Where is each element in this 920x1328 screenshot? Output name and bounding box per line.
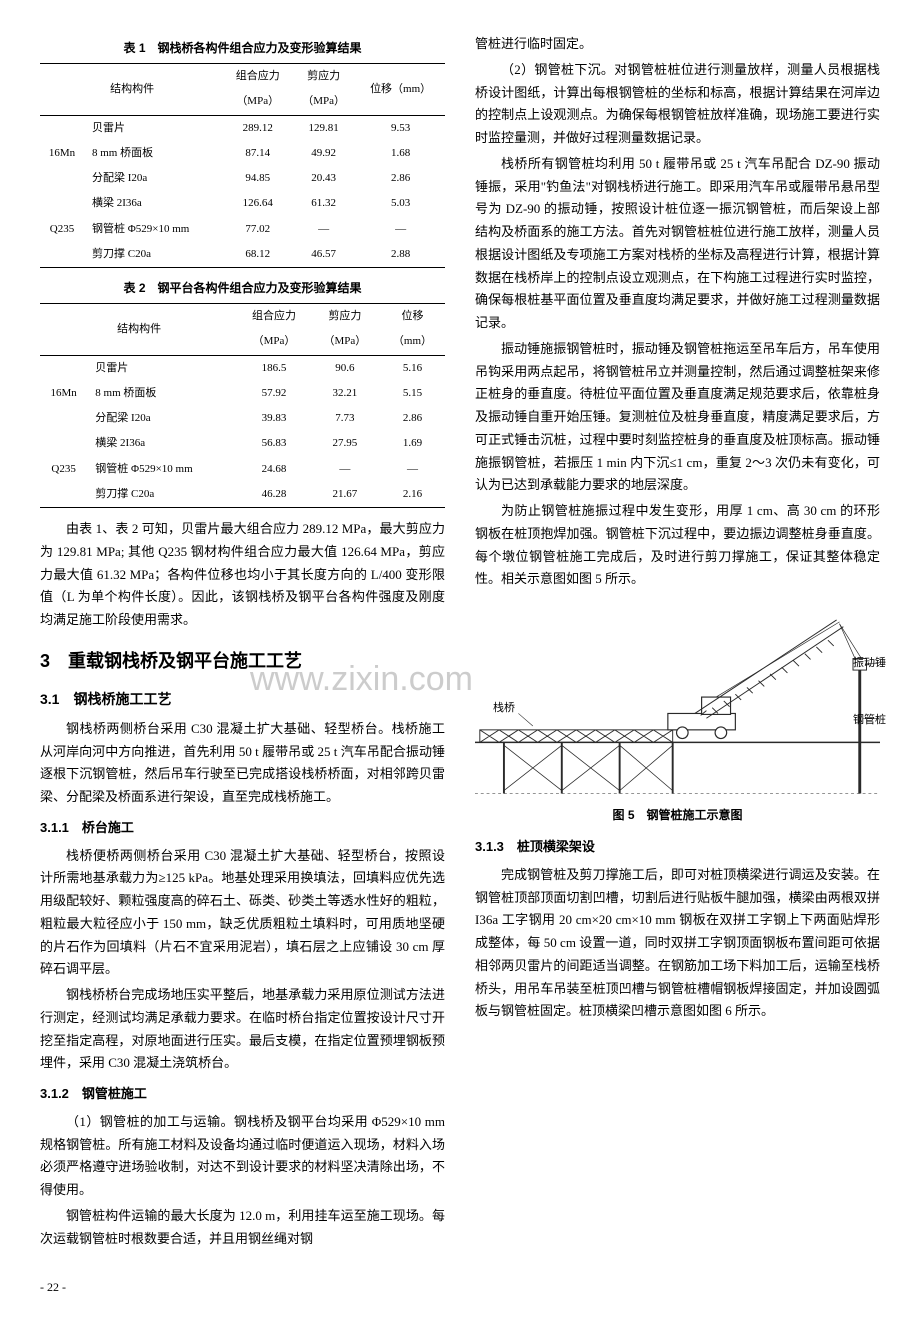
para-r4: 振动锤施振钢管桩时，振动锤及钢管桩拖运至吊车后方，吊车使用吊钩采用两点起吊，将钢… (475, 338, 880, 497)
table-row: 剪刀撑 C20a (84, 242, 224, 268)
table2-caption: 表 2 钢平台各构件组合应力及变形验算结果 (40, 278, 445, 299)
para-313a: 完成钢管桩及剪刀撑施工后，即可对桩顶横梁进行调运及安装。在钢管桩顶部顶面切割凹槽… (475, 864, 880, 1023)
left-column: 表 1 钢栈桥各构件组合应力及变形验算结果 结构构件 组合应力 剪应力 位移（m… (40, 30, 445, 1253)
table2: 结构构件 组合应力 剪应力 位移 （MPa） （MPa） （mm） 16Mn 贝… (40, 303, 445, 508)
t1-h-stress: 组合应力 (224, 64, 291, 90)
t2-h-stress: 组合应力 (238, 304, 310, 330)
para-312a: （1）钢管桩的加工与运输。钢栈桥及钢平台均采用 Φ529×10 mm 规格钢管桩… (40, 1111, 445, 1202)
crane-diagram-icon (475, 599, 880, 799)
table-row: 分配梁 I20a (84, 166, 224, 191)
para-r5: 为防止钢管桩施振过程中发生变形，用厚 1 cm、高 30 cm 的环形钢板在桩顶… (475, 500, 880, 591)
table-row: 贝雷片 (87, 355, 238, 381)
figure-5-caption: 图 5 钢管桩施工示意图 (475, 805, 880, 826)
para-312b: 钢管桩构件运输的最大长度为 12.0 m，利用挂车运至施工现场。每次运载钢管桩时… (40, 1205, 445, 1251)
t1-h-shear: 剪应力 (291, 64, 356, 90)
two-column-layout: 表 1 钢栈桥各构件组合应力及变形验算结果 结构构件 组合应力 剪应力 位移（m… (40, 30, 880, 1253)
subsection-3-1-heading: 3.1 钢栈桥施工工艺 (40, 687, 445, 712)
para-311a: 栈桥便桥两侧桥台采用 C30 混凝土扩大基础、轻型桥台，按照设计所需地基承载力为… (40, 845, 445, 982)
table-row: 贝雷片 (84, 115, 224, 141)
summary-para: 由表 1、表 2 可知，贝雷片最大组合应力 289.12 MPa，最大剪应力为 … (40, 518, 445, 632)
section-3-heading: 3 重载钢栈桥及钢平台施工工艺 (40, 646, 445, 678)
table-row: 横梁 2I36a (84, 191, 224, 216)
subsubsection-3-1-3-heading: 3.1.3 桩顶横梁架设 (475, 836, 880, 859)
t1-mat2: Q235 (40, 191, 84, 267)
right-column: 管桩进行临时固定。 （2）钢管桩下沉。对钢管桩桩位进行测量放样，测量人员根据栈桥… (475, 30, 880, 1253)
t1-h-disp: 位移（mm） (356, 64, 445, 116)
table-row: 钢管桩 Φ529×10 mm (84, 217, 224, 242)
fig5-label-hammer: 振动锤 (853, 654, 886, 673)
table1: 结构构件 组合应力 剪应力 位移（mm） （MPa） （MPa） 16Mn 贝雷… (40, 63, 445, 268)
t2-mat2: Q235 (40, 431, 87, 507)
t2-h-shear: 剪应力 (310, 304, 380, 330)
fig5-label-pile: 钢管桩 (853, 711, 886, 730)
figure-5: 栈桥 振动锤 钢管桩 (475, 599, 880, 799)
table-row: 8 mm 桥面板 (87, 381, 238, 406)
para-311b: 钢栈桥桥台完成场地压实平整后，地基承载力采用原位测试方法进行测定，经测试均满足承… (40, 984, 445, 1075)
t2-h-struct: 结构构件 (40, 304, 238, 356)
table-row: 横梁 2I36a (87, 431, 238, 456)
para-3-1: 钢栈桥两侧桥台采用 C30 混凝土扩大基础、轻型桥台。栈桥施工从河岸向河中方向推… (40, 718, 445, 809)
subsubsection-3-1-2-heading: 3.1.2 钢管桩施工 (40, 1083, 445, 1106)
table-row: 8 mm 桥面板 (84, 141, 224, 166)
subsubsection-3-1-1-heading: 3.1.1 桥台施工 (40, 817, 445, 840)
t1-h-struct: 结构构件 (40, 64, 224, 116)
t1-h-stress-u: （MPa） (224, 89, 291, 115)
table-row: 分配梁 I20a (87, 406, 238, 431)
table1-caption: 表 1 钢栈桥各构件组合应力及变形验算结果 (40, 38, 445, 59)
table-row: 剪刀撑 C20a (87, 482, 238, 508)
t1-h-shear-u: （MPa） (291, 89, 356, 115)
fig5-label-trestle: 栈桥 (493, 699, 515, 718)
page-number: - 22 - (40, 1277, 880, 1298)
para-r2: （2）钢管桩下沉。对钢管桩桩位进行测量放样，测量人员根据栈桥设计图纸，计算出每根… (475, 59, 880, 150)
t2-mat1: 16Mn (40, 355, 87, 431)
para-r3: 栈桥所有钢管桩均利用 50 t 履带吊或 25 t 汽车吊配合 DZ-90 振动… (475, 153, 880, 335)
para-cont: 管桩进行临时固定。 (475, 33, 880, 56)
table-row: 钢管桩 Φ529×10 mm (87, 457, 238, 482)
t2-h-disp: 位移 (380, 304, 445, 330)
t1-mat1: 16Mn (40, 115, 84, 191)
